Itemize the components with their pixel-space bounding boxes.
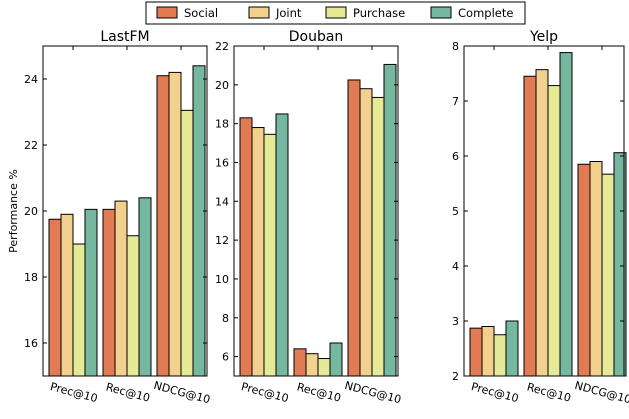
bar-lastfm-ndcg-10-purchase [180,109,194,377]
bar-lastfm-rec-10-joint [114,200,128,377]
legend-item-social: Social [156,6,218,20]
bar-douban-prec-10-joint [251,127,265,377]
y-tick-label: 20 [24,205,38,218]
x-tick-label: Prec@10 [240,380,290,405]
bar-douban-rec-10-complete [329,342,343,377]
legend-swatch-purchase [325,6,347,19]
y-tick-label: 5 [452,205,459,218]
bar-yelp-ndcg-10-purchase [601,173,615,377]
bar-lastfm-prec-10-complete [84,208,98,377]
bar-yelp-prec-10-joint [481,326,495,377]
panel-title: Douban [289,29,344,45]
y-tick-label: 2 [452,370,459,383]
x-tick-label: NDCG@10 [343,379,402,407]
y-tick-label: 6 [452,150,459,163]
bar-douban-prec-10-purchase [263,133,277,377]
bar-lastfm-prec-10-purchase [72,243,86,377]
legend-item-complete: Complete [430,6,513,20]
bar-douban-rec-10-purchase [317,358,331,377]
bar-yelp-rec-10-complete [559,52,573,377]
bar-yelp-ndcg-10-joint [589,161,603,377]
y-tick-label: 4 [452,260,459,273]
bar-lastfm-ndcg-10-joint [168,71,182,377]
y-tick-label: 8 [222,312,229,325]
y-tick-label: 20 [215,79,229,92]
panel-douban: Prec@10 Rec@10 NDCG@10 6 8 10 12 14 16 18 20 22 Doub… [215,29,403,406]
bar-lastfm-rec-10-complete [138,197,152,377]
legend-item-purchase: Purchase [325,6,405,20]
panel-title: LastFM [100,29,149,45]
x-tick-label: Rec@10 [526,381,573,405]
legend-label-complete: Complete [458,6,513,20]
x-tick-label: NDCG@10 [573,379,629,407]
panel-title: Yelp [529,29,558,45]
x-tick-label: Prec@10 [470,380,520,405]
y-tick-label: 16 [215,156,229,169]
y-tick-label: 18 [215,118,229,131]
bar-douban-prec-10-social [239,117,253,377]
plot-frame [463,45,625,377]
y-tick-label: 24 [24,73,38,86]
bar-yelp-rec-10-joint [535,69,549,377]
bar-lastfm-rec-10-social [102,208,116,377]
bar-yelp-rec-10-social [523,75,537,377]
bar-douban-prec-10-complete [275,113,289,377]
chart-panels: Prec@10 Rec@10 NDCG@101618202224LastFMPrec… [24,29,629,406]
bar-douban-rec-10-joint [305,353,319,377]
bar-yelp-prec-10-social [469,327,483,377]
legend: Social Joint Purchase Complete [145,1,526,25]
bar-yelp-ndcg-10-social [577,163,591,377]
y-tick-label: 18 [24,271,38,284]
bar-lastfm-ndcg-10-complete [192,65,206,377]
legend-swatch-social [156,6,178,19]
y-tick-label: 3 [452,315,459,328]
y-tick-label: 7 [452,95,459,108]
y-tick-label: 10 [215,273,229,286]
y-tick-label: 16 [24,337,38,350]
x-tick-label: Rec@10 [296,381,343,405]
panel-yelp: Prec@10 Rec@10 NDCG@10 2 3 4 5 6 7 8 Yelp [452,29,629,406]
bar-douban-ndcg-10-social [347,79,361,377]
bar-douban-rec-10-social [293,348,307,377]
y-tick-label: 22 [215,40,229,53]
legend-label-joint: Joint [275,6,302,20]
panel-lastfm: Prec@10 Rec@10 NDCG@10 16 18 20 22 24 LastFM [24,29,212,406]
y-tick-label: 8 [452,40,459,53]
x-tick-label: Rec@10 [105,381,152,405]
bar-lastfm-prec-10-joint [60,213,74,377]
bar-yelp-rec-10-purchase [547,85,561,377]
y-tick-label: 22 [24,139,38,152]
bar-yelp-prec-10-complete [505,320,519,377]
bar-yelp-prec-10-purchase [493,334,507,377]
legend-label-purchase: Purchase [353,6,405,20]
plot-frame [42,45,208,377]
bar-douban-ndcg-10-joint [359,88,373,377]
legend-label-social: Social [184,6,218,20]
y-tick-label: 12 [215,234,229,247]
x-tick-label: Prec@10 [49,380,99,405]
legend-item-joint: Joint [248,6,302,20]
x-tick-label: NDCG@10 [152,379,211,407]
bar-douban-ndcg-10-complete [383,63,397,377]
plot-frame [233,45,399,377]
legend-swatch-complete [430,6,452,19]
y-tick-label: 14 [215,195,229,208]
y-tick-label: 6 [222,351,229,364]
bar-lastfm-rec-10-purchase [126,235,140,377]
legend-swatch-joint [248,6,270,19]
y-axis-label: Performance % [7,169,20,253]
bar-lastfm-prec-10-social [48,218,62,377]
bar-lastfm-ndcg-10-social [156,75,170,377]
bar-douban-ndcg-10-purchase [371,96,385,377]
